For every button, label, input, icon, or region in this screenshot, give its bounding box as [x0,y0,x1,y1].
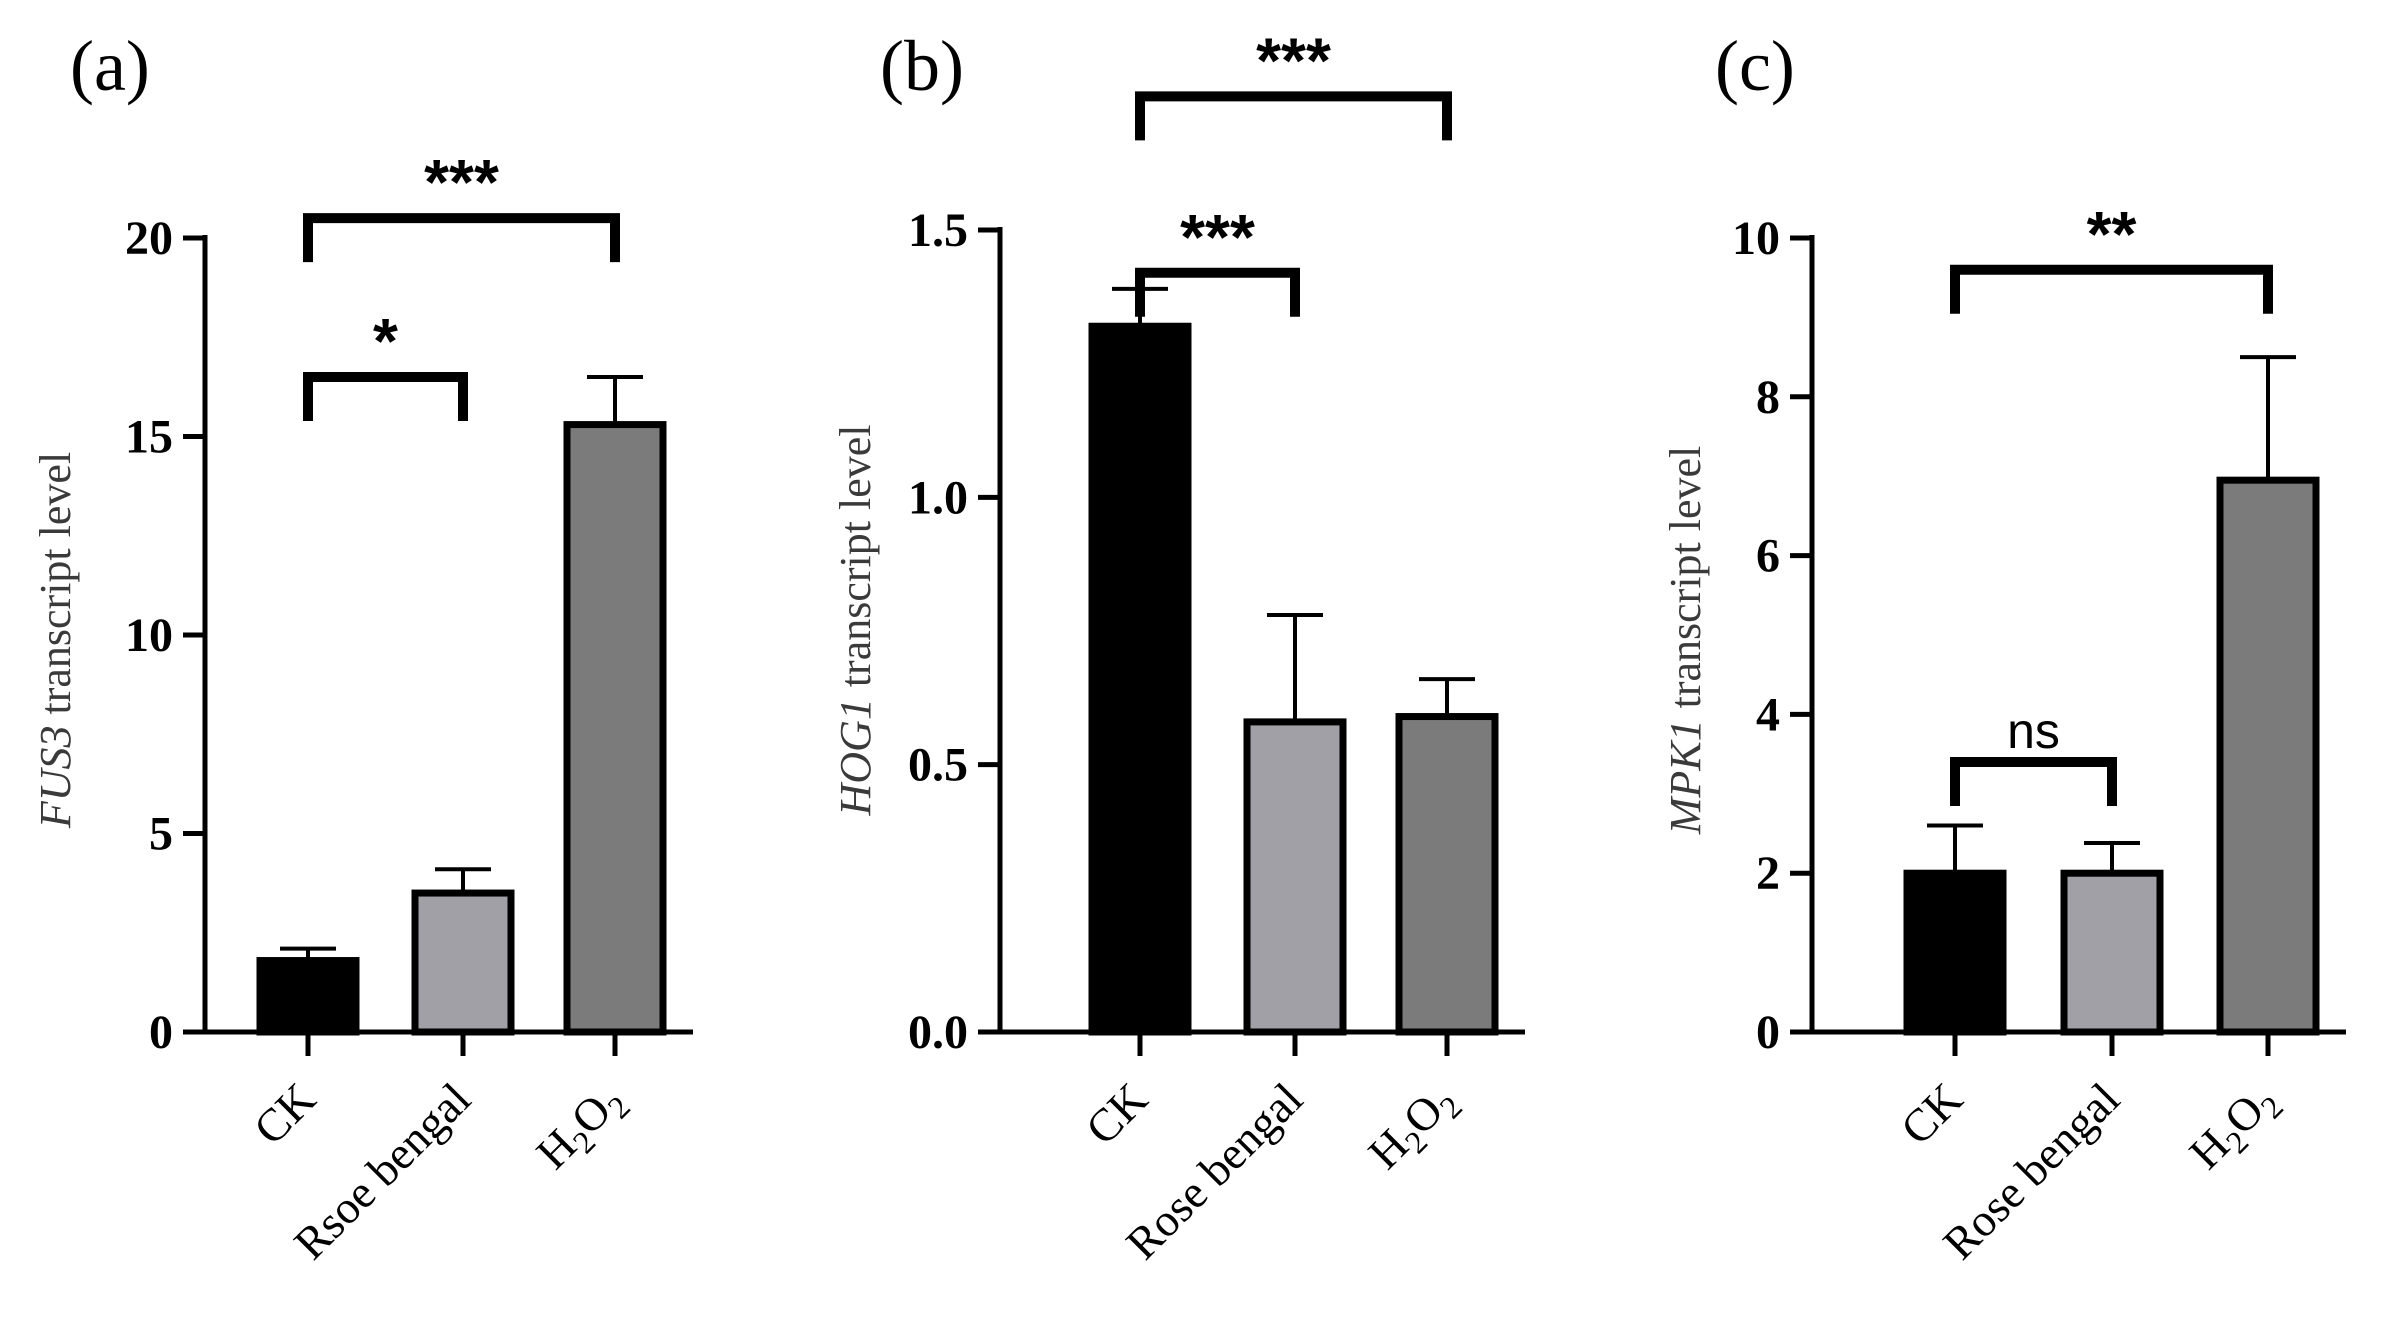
panel-label: (c) [1715,26,1795,106]
bar [2216,476,2320,1036]
y-tick-label: 10 [125,609,173,662]
y-axis-label: MPK1 transcript level [1661,446,1710,836]
bar [1903,869,2007,1036]
bar [2060,869,2164,1036]
panel-label: (b) [880,26,964,106]
significance-label: * [373,305,398,377]
x-tick-label: CK [244,1073,325,1154]
significance-bracket [1135,267,1300,317]
x-tick-label: H2O2 [2179,1073,2290,1184]
y-axis-label-text: transcript level [31,452,80,726]
significance-label: *** [424,146,499,218]
y-tick-label: 0 [149,1006,173,1059]
y-tick-label: 1.5 [908,204,968,257]
y-tick-label: 4 [1756,688,1780,741]
significance-label: ** [2087,198,2137,270]
y-tick-label: 0.0 [908,1006,968,1059]
y-tick-label: 15 [125,411,173,464]
y-axis-gene-name: FUS3 [31,726,80,830]
y-axis-gene-name: HOG1 [831,698,880,816]
significance-bracket [303,371,468,421]
y-tick-label: 20 [125,212,173,265]
bar [1395,713,1499,1036]
significance-label: *** [1256,24,1331,96]
y-tick-label: 6 [1756,530,1780,583]
significance-bracket [1950,264,2273,314]
y-axis-label-text: transcript level [831,425,880,699]
significance-bracket [1135,91,1452,141]
significance-label: ns [2007,703,2060,759]
y-axis-label-text: transcript level [1661,446,1710,720]
x-tick-label: CK [1076,1073,1157,1154]
panel-label: (a) [70,26,150,106]
bar [1243,718,1347,1036]
bar [563,421,667,1036]
y-tick-label: 0.5 [908,739,968,792]
bar [411,889,515,1036]
significance-label: *** [1180,201,1255,273]
significance-bracket [1950,757,2117,807]
y-tick-label: 5 [149,808,173,861]
significance-bracket [303,213,620,263]
y-tick-label: 10 [1732,212,1780,265]
y-tick-label: 2 [1756,847,1780,900]
y-axis-label: FUS3 transcript level [31,452,80,829]
y-tick-label: 8 [1756,371,1780,424]
bar [256,957,360,1036]
y-tick-label: 0 [1756,1006,1780,1059]
x-tick-label: CK [1891,1073,1972,1154]
y-tick-label: 1.0 [908,471,968,524]
y-axis-gene-name: MPK1 [1661,719,1710,835]
y-axis-label: HOG1 transcript level [831,425,880,817]
x-tick-label: H2O2 [526,1073,637,1184]
x-tick-label: H2O2 [1358,1073,1469,1184]
bar [1088,322,1192,1036]
